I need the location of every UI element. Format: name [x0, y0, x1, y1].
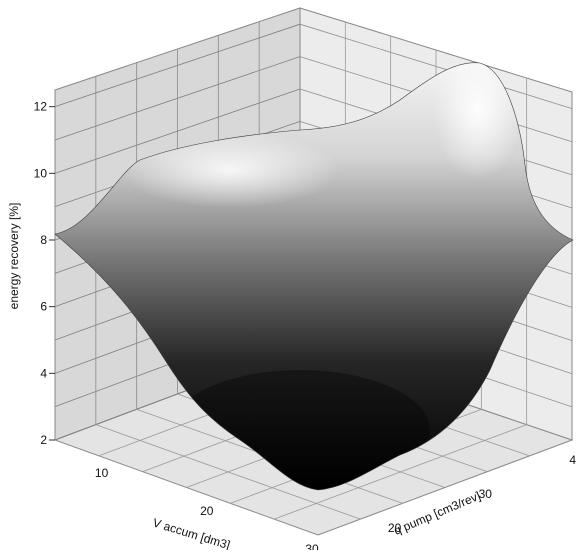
surface-outline [54, 62, 574, 491]
x-tick-label: 10 [95, 466, 109, 480]
z-tick-label: 10 [34, 166, 48, 180]
surface-ridge-highlight [120, 132, 340, 208]
z-tick-label: 8 [40, 233, 47, 247]
z-tick-label: 6 [40, 300, 47, 314]
x-tick-label: 20 [200, 504, 214, 518]
z-tick-label: 2 [40, 433, 47, 447]
x-axis-title: V accum [dm3] [151, 515, 232, 550]
y-tick-label: 20 [388, 521, 402, 535]
y-tick-label: 30 [479, 487, 493, 501]
z-axis-title: energy recovery [%] [7, 203, 21, 310]
y-tick-label: 40 [569, 453, 576, 467]
z-tick-label: 12 [34, 100, 48, 114]
z-tick-label: 4 [40, 366, 47, 380]
floor-gridline [274, 424, 527, 520]
x-tick-label: 30 [305, 542, 319, 550]
